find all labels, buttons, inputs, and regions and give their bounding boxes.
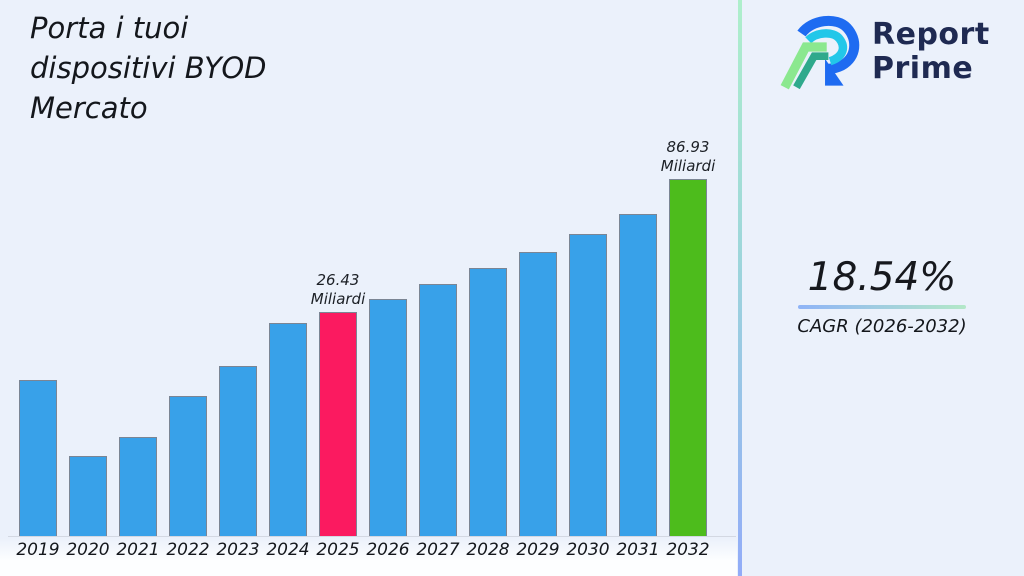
- bar-2032: [669, 179, 707, 536]
- value-label-2025: 26.43 Miliardi: [278, 271, 398, 309]
- x-label-2028: 2028: [466, 540, 510, 560]
- bar-2022: [169, 396, 207, 536]
- x-label-2022: 2022: [166, 540, 210, 560]
- page-title: Porta i tuoi dispositivi BYOD Mercato: [30, 11, 267, 125]
- bar-2029: [519, 252, 557, 536]
- bar-column-2027: [413, 284, 463, 536]
- brand-logo: Report Prime: [776, 10, 990, 94]
- x-label-2027: 2027: [416, 540, 460, 560]
- bar-column-2032: [663, 179, 713, 536]
- x-label-2023: 2023: [216, 540, 260, 560]
- x-label-2024: 2024: [266, 540, 310, 560]
- x-label-2031: 2031: [616, 540, 660, 560]
- value-label-line: 26.43: [316, 271, 360, 289]
- bar-column-2025: [313, 312, 363, 536]
- x-label-2026: 2026: [366, 540, 410, 560]
- bar-2019: [19, 380, 57, 536]
- bar-2020: [69, 456, 107, 536]
- cagr-block: 18.54% CAGR (2026-2032): [796, 255, 968, 338]
- bar-chart: [13, 179, 713, 536]
- bar-column-2021: [113, 437, 163, 536]
- bar-2026: [369, 299, 407, 536]
- bar-2023: [219, 366, 257, 536]
- brand-name-line2: Prime: [872, 51, 974, 86]
- bar-column-2022: [163, 396, 213, 536]
- chart-baseline: [8, 536, 736, 537]
- x-label-2025: 2025: [316, 540, 360, 560]
- bar-column-2031: [613, 214, 663, 536]
- cagr-value: 18.54%: [807, 255, 957, 300]
- x-axis-labels: 2019 2020 2021 2022 2023 2024 2025 2026 2027 2028…: [13, 540, 713, 560]
- x-label-2030: 2030: [566, 540, 610, 560]
- cagr-label: CAGR (2026-2032): [797, 316, 967, 337]
- x-label-2029: 2029: [516, 540, 560, 560]
- brand-name-line1: Report: [872, 17, 990, 52]
- value-label-2032: 86.93 Miliardi: [628, 138, 748, 176]
- bar-2027: [419, 284, 457, 536]
- bar-2028: [469, 268, 507, 536]
- bar-column-2028: [463, 268, 513, 536]
- value-label-line: Miliardi: [310, 290, 366, 308]
- brand-name: Report Prime: [872, 18, 990, 86]
- value-label-line: Miliardi: [660, 157, 716, 175]
- bar-2031: [619, 214, 657, 536]
- bar-column-2019: [13, 380, 63, 536]
- report-prime-logo-icon: [776, 10, 864, 94]
- bar-column-2020: [63, 456, 113, 536]
- bar-2025: [319, 312, 357, 536]
- bar-column-2024: [263, 323, 313, 536]
- bar-2024: [269, 323, 307, 536]
- x-label-2019: 2019: [16, 540, 60, 560]
- x-label-2020: 2020: [66, 540, 110, 560]
- bar-column-2023: [213, 366, 263, 536]
- value-label-line: 86.93: [666, 138, 710, 156]
- bar-column-2030: [563, 234, 613, 536]
- bar-column-2026: [363, 299, 413, 536]
- bar-2030: [569, 234, 607, 536]
- bar-2021: [119, 437, 157, 536]
- bar-column-2029: [513, 252, 563, 536]
- cagr-underline: [798, 305, 966, 309]
- panel-divider: [738, 0, 742, 576]
- x-label-2032: 2032: [666, 540, 710, 560]
- x-label-2021: 2021: [116, 540, 160, 560]
